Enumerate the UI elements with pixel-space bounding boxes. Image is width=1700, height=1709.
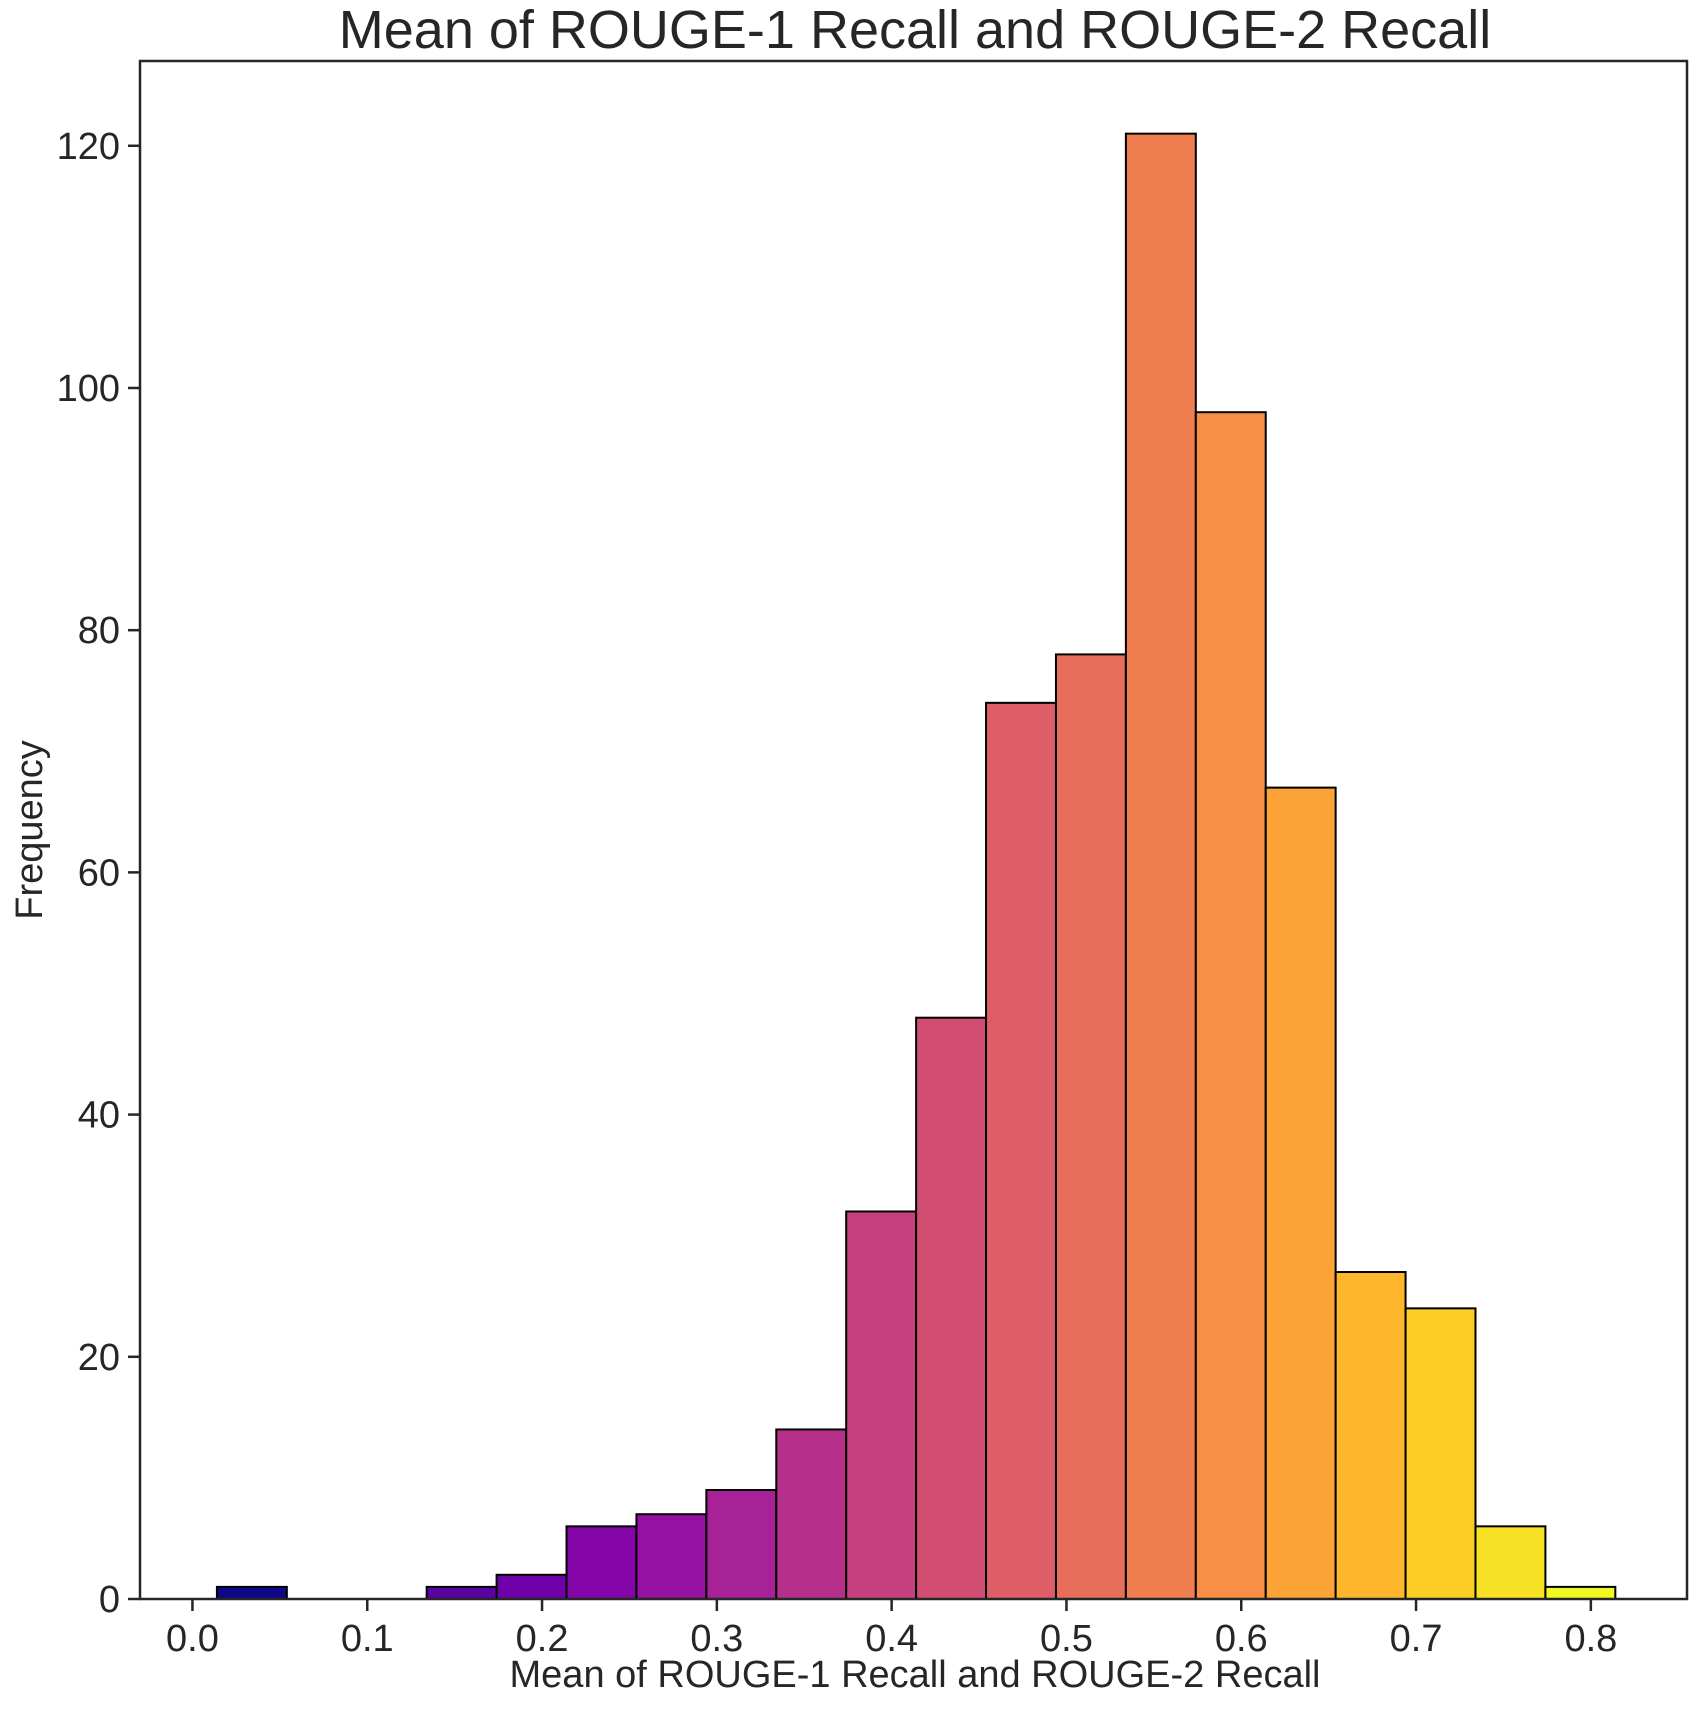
histogram-bar bbox=[1194, 411, 1267, 1600]
histogram-bar bbox=[1544, 1585, 1617, 1601]
x-axis-ticks: 0.0 0.1 0.2 0.3 0.4 0.5 0.6 0.7 0.8 bbox=[166, 1599, 1617, 1660]
x-tick-label: 0.6 bbox=[1215, 1618, 1268, 1660]
chart-title: Mean of ROUGE-1 Recall and ROUGE-2 Recal… bbox=[339, 0, 1491, 60]
histogram-bar bbox=[495, 1573, 568, 1601]
y-tick-label: 40 bbox=[78, 1095, 120, 1137]
histogram-bar bbox=[425, 1585, 498, 1601]
histogram-bar bbox=[705, 1489, 778, 1601]
histogram-bar bbox=[1334, 1271, 1407, 1601]
histogram-bar bbox=[635, 1513, 708, 1601]
y-tick-label: 120 bbox=[57, 126, 120, 168]
x-tick-label: 0.8 bbox=[1564, 1618, 1617, 1660]
x-axis-label: Mean of ROUGE-1 Recall and ROUGE-2 Recal… bbox=[510, 1654, 1321, 1696]
x-tick-label: 0.4 bbox=[865, 1618, 918, 1660]
histogram-bar bbox=[1124, 132, 1197, 1601]
y-axis-ticks: 0 20 40 60 80 100 120 bbox=[57, 126, 140, 1621]
histogram-bar bbox=[915, 1016, 988, 1600]
y-tick-label: 60 bbox=[78, 852, 120, 894]
y-axis-label: Frequency bbox=[9, 740, 51, 920]
histogram-bar bbox=[1264, 786, 1337, 1600]
x-tick-label: 0.2 bbox=[516, 1618, 569, 1660]
histogram-bar bbox=[1054, 653, 1127, 1600]
histogram-bar bbox=[985, 701, 1057, 1600]
x-tick-label: 0.5 bbox=[1040, 1618, 1093, 1660]
y-tick-label: 80 bbox=[78, 610, 120, 652]
plot-frame bbox=[138, 59, 1689, 1601]
x-tick-label: 0.1 bbox=[341, 1618, 394, 1660]
bars-group bbox=[215, 132, 1617, 1601]
y-tick-label: 100 bbox=[57, 368, 120, 410]
x-tick-label: 0.0 bbox=[166, 1618, 219, 1660]
x-tick-label: 0.7 bbox=[1390, 1618, 1443, 1660]
y-tick-label: 0 bbox=[99, 1579, 120, 1621]
y-tick-label: 20 bbox=[78, 1337, 120, 1379]
histogram-bar bbox=[215, 1585, 288, 1601]
histogram-bar bbox=[1404, 1307, 1477, 1601]
histogram-bar bbox=[845, 1210, 918, 1600]
histogram-bar bbox=[775, 1428, 848, 1600]
histogram-bar bbox=[565, 1525, 638, 1601]
x-tick-label: 0.3 bbox=[690, 1618, 743, 1660]
histogram-bar bbox=[1474, 1525, 1547, 1601]
